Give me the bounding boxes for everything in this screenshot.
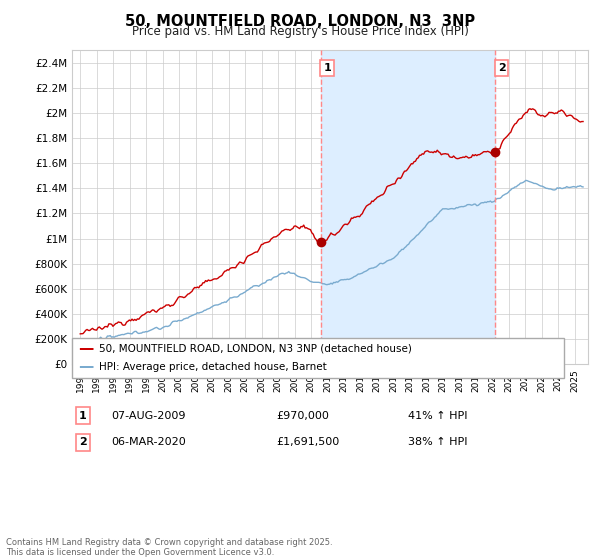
Text: 2: 2 (79, 437, 86, 447)
Text: 2: 2 (498, 63, 506, 73)
Text: £970,000: £970,000 (276, 410, 329, 421)
Text: Price paid vs. HM Land Registry's House Price Index (HPI): Price paid vs. HM Land Registry's House … (131, 25, 469, 38)
Text: 06-MAR-2020: 06-MAR-2020 (111, 437, 186, 447)
Text: 41% ↑ HPI: 41% ↑ HPI (408, 410, 467, 421)
Text: 38% ↑ HPI: 38% ↑ HPI (408, 437, 467, 447)
Text: Contains HM Land Registry data © Crown copyright and database right 2025.
This d: Contains HM Land Registry data © Crown c… (6, 538, 332, 557)
Text: £1,691,500: £1,691,500 (276, 437, 339, 447)
Text: —: — (78, 359, 94, 374)
Text: —: — (78, 342, 94, 357)
Text: 1: 1 (323, 63, 331, 73)
Text: 07-AUG-2009: 07-AUG-2009 (111, 410, 185, 421)
Text: 50, MOUNTFIELD ROAD, LONDON, N3 3NP (detached house): 50, MOUNTFIELD ROAD, LONDON, N3 3NP (det… (99, 344, 412, 354)
Bar (321, 50, 496, 364)
Text: 50, MOUNTFIELD ROAD, LONDON, N3  3NP: 50, MOUNTFIELD ROAD, LONDON, N3 3NP (125, 14, 475, 29)
Text: 1: 1 (79, 410, 86, 421)
Text: HPI: Average price, detached house, Barnet: HPI: Average price, detached house, Barn… (99, 362, 327, 372)
